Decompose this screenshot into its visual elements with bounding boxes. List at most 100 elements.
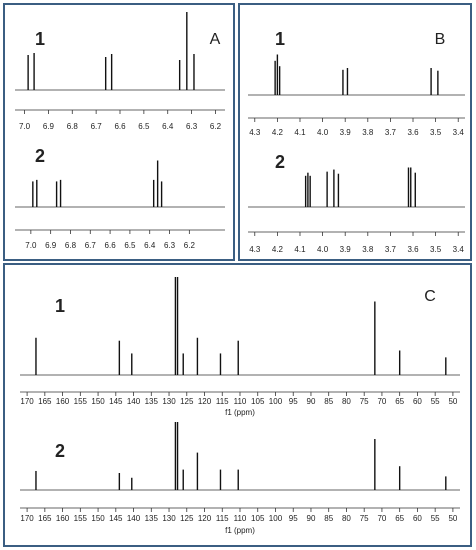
x-tick-label: 75 [360, 514, 369, 523]
x-tick-label: 6.7 [85, 241, 97, 250]
x-tick-label: 4.3 [249, 245, 261, 254]
x-tick-label: 3.8 [362, 245, 374, 254]
x-tick-label: 100 [269, 397, 283, 406]
panel-b-frame [238, 3, 472, 261]
x-tick-label: 165 [38, 397, 52, 406]
x-tick-label: 125 [180, 397, 194, 406]
x-tick-label: 3.6 [407, 245, 419, 254]
x-tick-label: 4.0 [317, 245, 329, 254]
x-tick-label: 6.2 [210, 122, 222, 131]
x-tick-label: 70 [377, 514, 386, 523]
panel-c-frame [3, 263, 472, 547]
x-tick-label: 170 [20, 514, 34, 523]
x-tick-label: 80 [342, 397, 351, 406]
x-tick-label: 90 [307, 397, 316, 406]
x-tick-label: 3.4 [453, 128, 465, 137]
x-tick-label: 3.7 [385, 245, 397, 254]
x-tick-label: 70 [377, 397, 386, 406]
x-tick-label: 4.0 [317, 128, 329, 137]
x-tick-label: 6.8 [65, 241, 77, 250]
x-tick-label: 6.4 [162, 122, 174, 131]
x-tick-label: 135 [145, 397, 159, 406]
compound-label: 1 [35, 29, 45, 49]
x-tick-label: 110 [234, 514, 247, 523]
x-tick-label: 75 [360, 397, 369, 406]
x-tick-label: 4.3 [249, 128, 261, 137]
x-tick-label: 3.6 [407, 128, 419, 137]
x-tick-label: 150 [91, 514, 105, 523]
panel-label: C [424, 288, 436, 305]
compound-label: 2 [35, 146, 45, 166]
x-tick-label: 4.1 [294, 128, 306, 137]
x-tick-label: 125 [180, 514, 194, 523]
panel-label: B [435, 31, 446, 48]
compound-label: 2 [275, 152, 285, 172]
x-tick-label: 145 [109, 514, 123, 523]
x-tick-label: 7.0 [19, 122, 31, 131]
x-tick-label: 120 [198, 514, 212, 523]
x-tick-label: 155 [74, 514, 88, 523]
x-tick-label: 6.5 [138, 122, 150, 131]
x-tick-label: 6.7 [91, 122, 103, 131]
x-tick-label: 115 [216, 397, 229, 406]
x-tick-label: 95 [289, 514, 298, 523]
x-tick-label: 3.7 [385, 128, 397, 137]
x-tick-label: 6.3 [164, 241, 176, 250]
x-tick-label: 80 [342, 514, 351, 523]
x-tick-label: 85 [324, 397, 333, 406]
x-tick-label: 160 [56, 397, 70, 406]
x-tick-label: 6.8 [67, 122, 79, 131]
panel-label: A [210, 31, 221, 48]
x-tick-label: 85 [324, 514, 333, 523]
x-tick-label: 55 [431, 514, 440, 523]
x-tick-label: 4.2 [272, 245, 284, 254]
x-tick-label: 105 [251, 514, 265, 523]
x-tick-label: 4.2 [272, 128, 284, 137]
x-tick-label: 6.6 [105, 241, 117, 250]
x-tick-label: 145 [109, 397, 123, 406]
compound-label: 1 [275, 29, 285, 49]
x-tick-label: 130 [162, 514, 176, 523]
x-tick-label: 65 [395, 514, 404, 523]
x-tick-label: 150 [91, 397, 105, 406]
x-tick-label: 3.4 [453, 245, 465, 254]
x-tick-label: 110 [234, 397, 247, 406]
x-tick-label: 60 [413, 397, 422, 406]
x-tick-label: 90 [307, 514, 316, 523]
x-tick-label: 50 [448, 514, 457, 523]
x-axis-label: f1 (ppm) [225, 408, 255, 417]
compound-label: 2 [55, 441, 65, 461]
panel-a-frame [3, 3, 235, 261]
x-tick-label: 100 [269, 514, 283, 523]
x-tick-label: 115 [216, 514, 229, 523]
x-tick-label: 6.5 [124, 241, 136, 250]
x-tick-label: 170 [20, 397, 34, 406]
x-tick-label: 7.0 [25, 241, 37, 250]
x-tick-label: 130 [162, 397, 176, 406]
x-tick-label: 3.9 [340, 128, 352, 137]
x-tick-label: 3.9 [340, 245, 352, 254]
x-tick-label: 95 [289, 397, 298, 406]
compound-label: 1 [55, 296, 65, 316]
x-tick-label: 120 [198, 397, 212, 406]
x-tick-label: 55 [431, 397, 440, 406]
x-tick-label: 6.4 [144, 241, 156, 250]
x-tick-label: 3.5 [430, 245, 442, 254]
x-tick-label: 50 [448, 397, 457, 406]
x-tick-label: 6.2 [184, 241, 196, 250]
x-axis-label: f1 (ppm) [225, 526, 255, 535]
x-tick-label: 140 [127, 397, 141, 406]
x-tick-label: 160 [56, 514, 70, 523]
x-tick-label: 105 [251, 397, 265, 406]
x-tick-label: 6.9 [45, 241, 57, 250]
x-tick-label: 60 [413, 514, 422, 523]
x-tick-label: 6.9 [43, 122, 55, 131]
x-tick-label: 135 [145, 514, 159, 523]
x-tick-label: 6.6 [114, 122, 126, 131]
x-tick-label: 4.1 [294, 245, 306, 254]
x-tick-label: 155 [74, 397, 88, 406]
x-tick-label: 3.5 [430, 128, 442, 137]
x-tick-label: 3.8 [362, 128, 374, 137]
x-tick-label: 6.3 [186, 122, 198, 131]
